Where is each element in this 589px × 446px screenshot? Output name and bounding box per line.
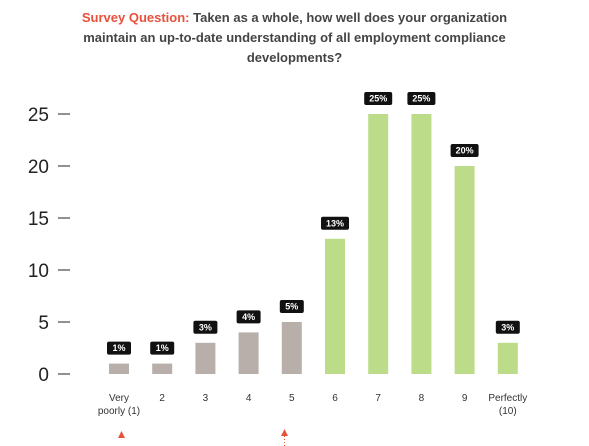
data-label-7: 25% — [369, 94, 387, 104]
x-tick-label-1-line-1: Very — [109, 393, 129, 404]
data-label-bg-2 — [150, 341, 175, 355]
y-tick-label-3: 15 — [28, 209, 49, 230]
bars — [109, 114, 518, 374]
data-label-bg-7 — [364, 92, 393, 105]
title-lead: Survey Question: — [81, 10, 190, 25]
bar-2 — [152, 363, 173, 374]
x-tick-label-7: 7 — [375, 393, 381, 404]
x-axis: Very poorly (1) 2 3 4 5 6 7 8 9 Perfectly (10) — [98, 393, 527, 417]
x-tick-label-6: 6 — [332, 393, 338, 404]
data-label-2: 1% — [156, 343, 169, 353]
data-label-bg-6 — [321, 216, 349, 230]
solid-arrow-marker-icon — [118, 431, 125, 438]
x-tick-label-10-line-1: Perfectly — [488, 393, 527, 404]
x-tick-label-5: 5 — [289, 393, 295, 404]
y-tick-label-2: 10 — [28, 261, 49, 282]
bar-10 — [497, 342, 518, 374]
data-label-bg-5 — [279, 300, 304, 313]
bar-6 — [325, 238, 345, 374]
x-tick-label-3: 3 — [203, 393, 209, 404]
y-tick-label-1: 5 — [38, 313, 49, 334]
chart-title: Survey Question: Taken as a whole, how w… — [0, 8, 589, 68]
bar-7 — [368, 114, 389, 374]
bar-5 — [281, 322, 302, 374]
data-label-bg-4 — [236, 310, 261, 324]
data-label-8: 25% — [412, 94, 430, 104]
data-label-1: 1% — [112, 343, 125, 353]
markers — [118, 429, 288, 446]
data-label-bg-9 — [450, 144, 479, 157]
title-line-1: Survey Question: Taken as a whole, how w… — [0, 8, 589, 28]
bar-3 — [195, 342, 216, 374]
y-tick-label-0: 0 — [38, 365, 49, 386]
x-tick-label-8: 8 — [419, 393, 425, 404]
x-tick-label-2: 2 — [159, 393, 165, 404]
data-label-bg-10 — [495, 320, 520, 334]
dotted-arrow-marker-icon — [281, 429, 288, 436]
data-label-3: 3% — [199, 322, 212, 332]
data-label-bg-1 — [107, 341, 131, 355]
bar-1 — [109, 363, 129, 374]
bar-4 — [238, 332, 259, 374]
x-tick-label-9: 9 — [462, 393, 468, 404]
title-line-2: maintain an up-to-date understanding of … — [83, 30, 506, 45]
data-label-9: 20% — [456, 146, 474, 156]
data-label-bg-3 — [193, 320, 218, 334]
data-label-bg-8 — [407, 92, 436, 105]
bar-8 — [411, 114, 432, 374]
x-tick-label-1-line-2: poorly (1) — [98, 406, 140, 417]
y-tick-label-5: 25 — [28, 105, 49, 126]
x-tick-label-4: 4 — [246, 393, 252, 404]
bar-9 — [454, 166, 475, 374]
y-tick-label-4: 20 — [28, 157, 49, 178]
x-tick-label-10-line-2: (10) — [499, 406, 517, 417]
title-text-1: Taken as a whole, how well does your org… — [193, 10, 508, 25]
data-labels: 1% 1% 3% 4% 5% 13% 25% 25% 20% 3% — [107, 92, 520, 355]
data-label-4: 4% — [242, 312, 255, 322]
data-label-10: 3% — [501, 322, 514, 332]
y-axis: 0 5 10 15 20 25 — [28, 105, 70, 386]
title-line-3: developments? — [246, 50, 343, 65]
data-label-5: 5% — [285, 302, 298, 312]
data-label-6: 13% — [326, 218, 344, 228]
